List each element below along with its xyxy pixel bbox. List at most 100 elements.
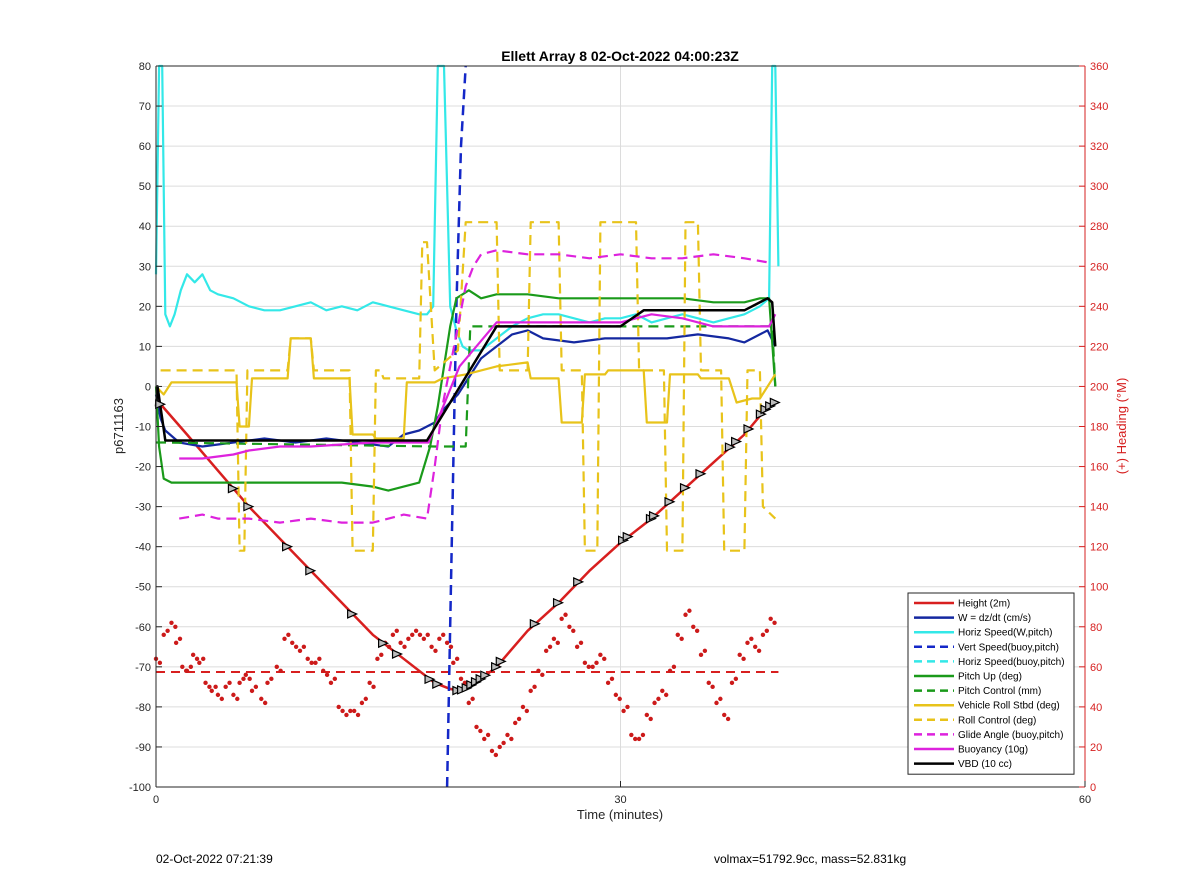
heading-point [702, 648, 708, 654]
right-tick-label: 60 [1090, 662, 1102, 674]
heading-point [768, 616, 773, 621]
heading-point [441, 632, 446, 637]
heading-point [605, 680, 611, 686]
right-tick-label: 180 [1090, 422, 1108, 434]
heading-point [269, 676, 274, 682]
legend-label: Vehicle Roll Stbd (deg) [958, 701, 1060, 712]
heading-point [636, 736, 642, 742]
heading-point [375, 656, 380, 662]
heading-point [227, 680, 232, 686]
heading-point [194, 656, 200, 662]
legend-label: Vert Speed(buoy,pitch) [958, 642, 1059, 653]
heading-point [213, 684, 218, 690]
heading-point [253, 684, 259, 690]
y-tick-label: 50 [139, 181, 151, 193]
heading-point [169, 620, 174, 625]
heading-point [551, 636, 557, 641]
y-tick-label: -80 [135, 702, 151, 714]
legend-label: Roll Control (deg) [958, 715, 1036, 726]
heading-point [282, 636, 287, 641]
heading-point [764, 628, 770, 633]
x-tick-label: 60 [1079, 794, 1091, 806]
heading-point [660, 688, 665, 694]
heading-point [497, 744, 502, 750]
series-line [445, 65, 467, 788]
heading-point [247, 676, 252, 682]
heading-point [485, 732, 491, 738]
heading-point [741, 656, 746, 662]
y-tick-label: -20 [135, 462, 151, 474]
heading-point [621, 708, 626, 714]
heading-point [386, 644, 392, 650]
heading-point [478, 728, 483, 734]
y-tick-label: 60 [139, 141, 151, 153]
heading-point [355, 712, 361, 718]
heading-point [201, 656, 206, 662]
x-axis-label: Time (minutes) [577, 807, 663, 822]
heading-point [297, 648, 303, 654]
footer-vehicle-info: volmax=51792.9cc, mass=52.831kg [714, 852, 907, 866]
heading-point [363, 696, 368, 702]
height-marker [529, 618, 541, 629]
heading-point [571, 628, 576, 633]
heading-point [652, 700, 657, 706]
heading-point [448, 644, 454, 650]
heading-point [543, 648, 549, 654]
height-marker [724, 442, 736, 453]
heading-point [293, 644, 299, 650]
series-layer [154, 64, 780, 788]
heading-point [454, 656, 460, 662]
height-marker [432, 679, 444, 689]
y-tick-label: 40 [139, 221, 151, 233]
heading-point [421, 636, 427, 641]
series-line [156, 325, 777, 448]
heading-point [745, 640, 750, 645]
heading-point [262, 700, 268, 706]
heading-point [756, 648, 762, 654]
heading-point [559, 616, 564, 621]
right-tick-label: 100 [1090, 582, 1108, 594]
y-tick-label: -100 [129, 782, 151, 794]
heading-point [344, 712, 349, 718]
heading-point [359, 700, 365, 706]
heading-point [317, 656, 322, 662]
y-tick-label: 30 [139, 261, 151, 273]
heading-point [321, 668, 326, 674]
legend-label: VBD (10 cc) [958, 759, 1012, 770]
right-tick-label: 300 [1090, 181, 1108, 193]
right-tick-label: 260 [1090, 261, 1108, 273]
right-tick-label: 80 [1090, 622, 1102, 634]
legend-label: Horiz Speed(buoy,pitch) [958, 657, 1065, 668]
heading-point [749, 636, 754, 641]
heading-point [241, 676, 246, 682]
y-tick-label: -40 [135, 542, 151, 554]
heading-point [184, 668, 190, 674]
heading-point [528, 688, 533, 694]
heading-point [398, 640, 403, 645]
y-tick-label: -50 [135, 582, 151, 594]
heading-point [474, 724, 479, 730]
height-marker [664, 496, 676, 507]
right-tick-label: 40 [1090, 702, 1102, 714]
heading-point [340, 708, 345, 714]
heading-point [520, 704, 526, 710]
heading-point [532, 684, 537, 690]
heading-point [555, 640, 560, 645]
heading-point [640, 732, 646, 738]
height-marker [305, 565, 317, 576]
legend-label: Height (2m) [958, 599, 1010, 610]
series-line [154, 297, 777, 442]
heading-point [313, 660, 318, 666]
heading-point [451, 660, 456, 666]
y-tick-label: -30 [135, 502, 151, 514]
heading-point [698, 652, 704, 658]
height-marker [648, 510, 661, 521]
heading-point [336, 704, 341, 710]
heading-point [590, 664, 595, 670]
heading-point [328, 680, 334, 686]
heading-point [348, 708, 353, 714]
heading-point [243, 672, 249, 678]
heading-point [235, 696, 240, 702]
heading-point [223, 684, 228, 690]
